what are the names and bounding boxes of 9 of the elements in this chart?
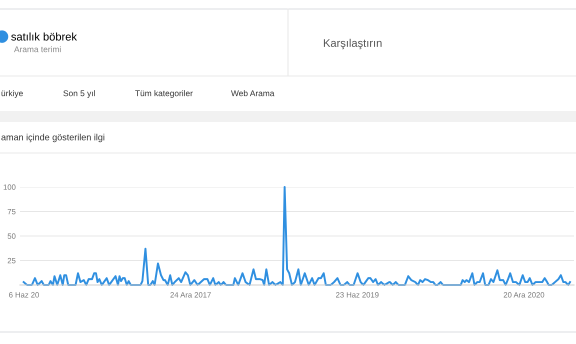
text: Web Arama [231,90,274,96]
text: ürkiye [2,90,23,98]
legend-label: satılık böbrek [11,32,77,41]
line-series [22,186,572,286]
chart-title: aman içinde gösterilen ilgi [1,134,104,142]
text: Arama terimi [14,46,61,52]
text: Karşılaştırın [324,38,382,50]
text: Tüm kategoriler [135,90,193,98]
text: Son 5 yıl [63,90,95,98]
